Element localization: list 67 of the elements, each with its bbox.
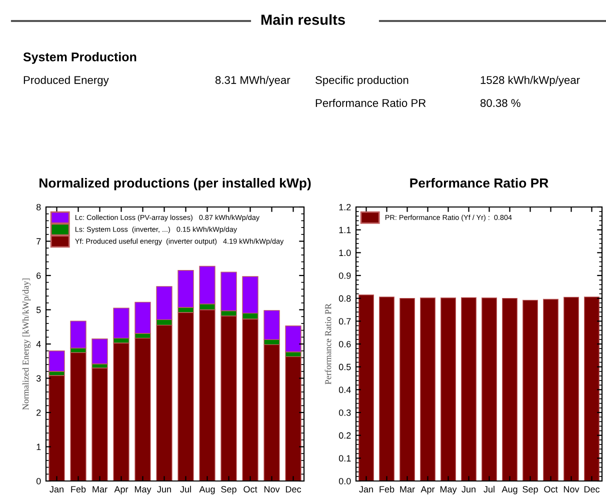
y-tick-label: 5	[36, 306, 41, 314]
text: Main results	[261, 14, 345, 25]
x-tick-label: Oct	[244, 486, 258, 492]
x-tick-label: Apr	[420, 486, 435, 494]
x-tick-label: Dec	[584, 486, 600, 492]
y-tick-label: 0.0	[338, 478, 351, 484]
y-tick-label: 3	[36, 375, 41, 382]
y-axis-title: Normalized Energy [kWh/kWp/day]	[22, 278, 31, 410]
text: 80.38 %	[480, 99, 520, 107]
x-tick-label: Aug	[502, 486, 518, 494]
x-tick-label: Feb	[71, 486, 86, 492]
y-tick-label: 0	[36, 478, 41, 484]
x-tick-label: Mar	[400, 486, 415, 492]
x-tick-label: Nov	[564, 486, 580, 492]
y-tick-label: 1.2	[339, 204, 351, 210]
y-tick-label: 2	[36, 409, 41, 416]
y-tick-label: 0.2	[338, 432, 351, 439]
x-tick-label: Jan	[359, 486, 373, 492]
x-tick-label: May	[134, 486, 152, 494]
text: 1528 kWh/kWp/year	[480, 76, 580, 86]
x-tick-label: Apr	[114, 486, 128, 494]
y-axis-title: Performance Ratio PR	[324, 303, 332, 384]
x-tick-label: Jul	[180, 486, 191, 492]
x-tick-label: Aug	[199, 486, 215, 494]
y-tick-label: 8	[36, 204, 41, 210]
y-tick-label: 4	[36, 341, 41, 348]
chart-title: Performance Ratio PR	[410, 178, 548, 188]
bar	[48, 350, 65, 372]
x-tick-label: Mar	[92, 486, 108, 492]
x-tick-label: Sep	[522, 486, 538, 494]
y-tick-label: 0.5	[338, 364, 351, 370]
y-tick-label: 1	[36, 444, 41, 450]
x-tick-label: Feb	[380, 486, 394, 492]
y-tick-label: 7	[36, 238, 41, 245]
chart-title: Normalized productions (per installed kWp)	[40, 178, 311, 190]
x-tick-label: Sep	[221, 486, 236, 494]
y-tick-label: 1.1	[339, 226, 351, 234]
bar	[113, 342, 130, 481]
bar	[92, 338, 108, 364]
y-tick-label: 0.9	[338, 272, 351, 279]
text: Specific production	[316, 76, 408, 86]
text: Performance Ratio PR	[316, 98, 426, 107]
bar	[134, 338, 151, 481]
text: System Production	[23, 52, 136, 64]
text: Produced Energy	[24, 76, 109, 86]
y-tick-label: 1.0	[339, 250, 351, 256]
x-tick-label: Jul	[484, 486, 494, 492]
y-tick-label: 0.1	[338, 455, 351, 462]
x-tick-label: Oct	[544, 486, 558, 492]
y-tick-label: 0.6	[338, 340, 351, 348]
y-tick-label: 0.7	[338, 318, 351, 325]
bar	[70, 352, 86, 481]
x-tick-label: Jun	[157, 486, 171, 492]
y-tick-label: 0.3	[338, 409, 351, 416]
bar	[92, 368, 108, 481]
x-tick-label: May	[440, 486, 457, 494]
x-tick-label: Jan	[50, 486, 64, 492]
bar	[48, 375, 65, 481]
bar	[285, 356, 302, 481]
x-tick-label: Jun	[462, 486, 476, 492]
y-tick-label: 0.8	[338, 295, 351, 302]
text: 8.31 MWh/year	[215, 76, 290, 86]
bar	[264, 344, 280, 481]
y-tick-label: 0.4	[338, 386, 351, 394]
y-tick-label: 6	[36, 272, 41, 279]
x-tick-label: Dec	[286, 486, 302, 492]
x-tick-label: Nov	[264, 486, 280, 492]
